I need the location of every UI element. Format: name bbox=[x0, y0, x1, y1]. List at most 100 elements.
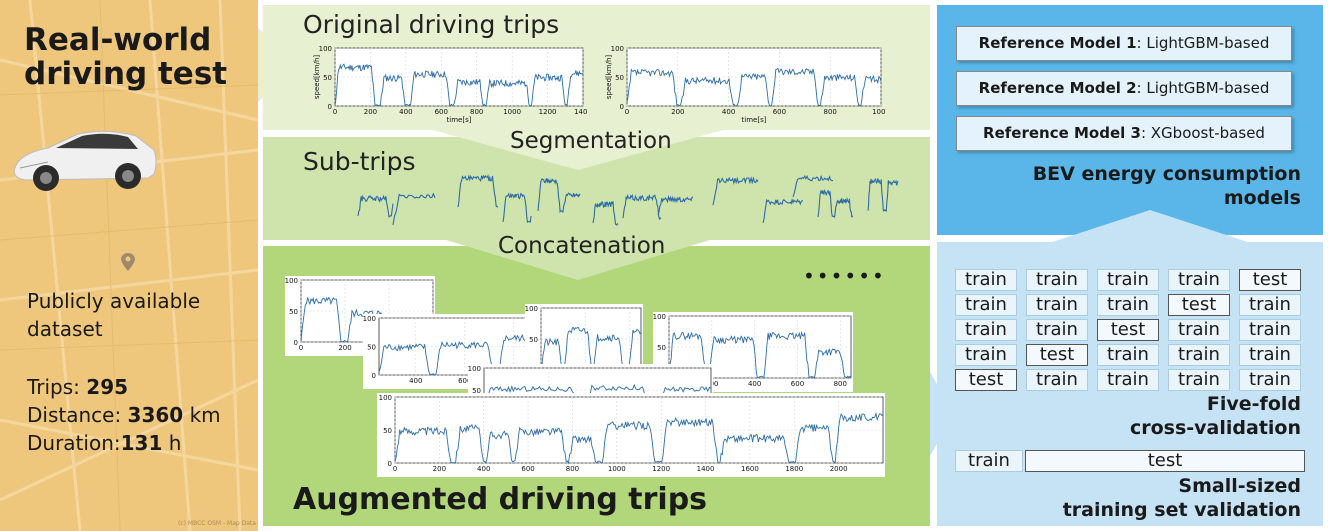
original-trips-panel: Original driving trips 0 200 400 600 800 1000… bbox=[263, 5, 930, 130]
x-tick-label: 2000 bbox=[830, 465, 848, 473]
cv-cell: train bbox=[1239, 294, 1301, 316]
reference-model-2: Reference Model 2: LightGBM-based bbox=[956, 71, 1292, 106]
y-tick-label: 50 bbox=[615, 74, 624, 82]
cv-cell: test bbox=[955, 369, 1017, 391]
small-title-line-2: training set validation bbox=[1062, 499, 1301, 521]
arrow-cv-to-models bbox=[1040, 210, 1260, 246]
cv-cell: train bbox=[1097, 294, 1159, 316]
subtrip-trace bbox=[537, 177, 581, 214]
y-axis-label: speed[km/h] bbox=[605, 55, 613, 100]
y-tick-label: 100 bbox=[379, 394, 392, 402]
reference-model-3: Reference Model 3: XGboost-based bbox=[956, 116, 1292, 151]
x-tick-label: 0 bbox=[625, 108, 629, 116]
map-credit: (c) MBCC OSM - Map Data bbox=[178, 520, 256, 527]
y-tick-label: 100 bbox=[653, 313, 666, 321]
x-tick-label: 600 bbox=[458, 377, 471, 385]
x-tick-label: 1200 bbox=[652, 465, 670, 473]
x-tick-label: 0 bbox=[333, 108, 337, 116]
cv-cell: train bbox=[1097, 344, 1159, 366]
models-title-line-2: models bbox=[1223, 187, 1301, 209]
trips-stat: Trips: 295 bbox=[27, 375, 129, 399]
cv-cell: train bbox=[1097, 369, 1159, 391]
subtrip-trace bbox=[867, 178, 899, 213]
small-train-cell: train bbox=[955, 450, 1023, 472]
cv-cell: train bbox=[1026, 369, 1088, 391]
x-tick-label: 400 bbox=[722, 108, 735, 116]
desc-line-1: Publicly available bbox=[27, 289, 201, 313]
cv-cell: train bbox=[1168, 369, 1230, 391]
y-axis-label: speed[km/h] bbox=[313, 55, 321, 100]
cv-cell: train bbox=[1239, 369, 1301, 391]
y-tick-label: 0 bbox=[372, 372, 376, 380]
y-tick-label: 0 bbox=[620, 103, 624, 111]
x-tick-label: 0 bbox=[393, 465, 397, 473]
title-line-1: Real-world bbox=[24, 22, 212, 58]
duration-stat: Duration:131 h bbox=[27, 431, 182, 455]
x-tick-label: 200 bbox=[671, 108, 684, 116]
speed-trace bbox=[394, 411, 884, 465]
subtrip-trace bbox=[817, 189, 854, 219]
chart-augmented-6: 0 200 400 600 800 1000 1200 1400 1600 1800 2000 0 50… bbox=[377, 393, 885, 477]
desc-line-2: dataset bbox=[27, 317, 103, 341]
cv-cell: train bbox=[955, 319, 1017, 341]
cv-cell: train bbox=[1168, 319, 1230, 341]
subtrip-trace bbox=[762, 197, 804, 224]
augmented-trips-panel: •••••• 0200400600050100 400600800050100 … bbox=[263, 246, 930, 526]
speed-trace bbox=[334, 63, 584, 108]
subtrip-trace bbox=[657, 194, 694, 216]
cv-cell: train bbox=[1026, 269, 1088, 291]
y-tick-label: 100 bbox=[611, 46, 624, 53]
y-tick-label: 100 bbox=[319, 46, 332, 53]
concatenation-arrow-overlay bbox=[433, 236, 723, 280]
distance-stat: Distance: 3360 km bbox=[27, 403, 221, 427]
x-tick-label: 1000 bbox=[608, 465, 626, 473]
speed-trace bbox=[626, 67, 882, 107]
concatenation-label: Concatenation bbox=[498, 233, 666, 259]
y-tick-label: 0 bbox=[294, 339, 298, 347]
cv-cell: train bbox=[1026, 319, 1088, 341]
chart-augmented-1: 0200400600050100 bbox=[285, 276, 435, 356]
x-tick-label: 200 bbox=[338, 344, 351, 352]
subtrip-trace bbox=[357, 194, 394, 218]
x-tick-label: 1200 bbox=[539, 108, 557, 116]
x-tick-label: 400 bbox=[477, 465, 490, 473]
x-tick-label: 800 bbox=[566, 465, 579, 473]
x-tick-label: 400 bbox=[399, 108, 412, 116]
title-line-2: driving test bbox=[24, 56, 228, 92]
small-test-cell: test bbox=[1025, 450, 1305, 472]
x-tick-label: 1000 bbox=[503, 108, 521, 116]
x-tick-label: 800 bbox=[824, 108, 837, 116]
y-tick-label: 50 bbox=[472, 387, 481, 395]
reference-model-1: Reference Model 1: LightGBM-based bbox=[956, 26, 1292, 61]
speed-trace bbox=[378, 333, 527, 376]
y-tick-label: 100 bbox=[525, 305, 538, 313]
cv-cell: train bbox=[1239, 319, 1301, 341]
y-tick-label: 100 bbox=[285, 277, 298, 285]
cv-cell: test bbox=[1026, 344, 1088, 366]
cv-cell: test bbox=[1097, 319, 1159, 341]
x-tick-label: 600 bbox=[435, 108, 448, 116]
segmentation-label-overlay: Segmentation bbox=[510, 128, 672, 154]
original-title: Original driving trips bbox=[303, 10, 560, 39]
x-tick-label: 1000 bbox=[872, 108, 885, 116]
speed-trace bbox=[668, 330, 852, 379]
cv-cell: test bbox=[1239, 269, 1301, 291]
y-tick-label: 100 bbox=[468, 365, 481, 373]
subtrip-trace bbox=[392, 192, 436, 226]
y-tick-label: 0 bbox=[388, 460, 392, 468]
chart-original-2: 0 200 400 600 800 1000 0 50 100 time[s] speed[km/h… bbox=[603, 46, 885, 126]
x-tick-label: 800 bbox=[834, 380, 847, 388]
cv-cell: train bbox=[1097, 269, 1159, 291]
x-axis-label: time[s] bbox=[742, 116, 767, 124]
cv-cell: train bbox=[955, 344, 1017, 366]
x-axis-label: time[s] bbox=[447, 116, 472, 124]
x-tick-label: 1400 bbox=[574, 108, 587, 116]
y-tick-label: 50 bbox=[367, 344, 376, 352]
subtrips-title: Sub-trips bbox=[303, 147, 416, 176]
x-tick-label: 200 bbox=[364, 108, 377, 116]
models-panel: Reference Model 1: LightGBM-based Refere… bbox=[937, 5, 1323, 235]
ellipsis: •••••• bbox=[803, 264, 886, 288]
x-tick-label: 800 bbox=[470, 108, 483, 116]
chart-original-1: 0 200 400 600 800 1000 1200 1400 0 50 100 time[s] sp… bbox=[311, 46, 587, 126]
cv-cell: train bbox=[1168, 269, 1230, 291]
